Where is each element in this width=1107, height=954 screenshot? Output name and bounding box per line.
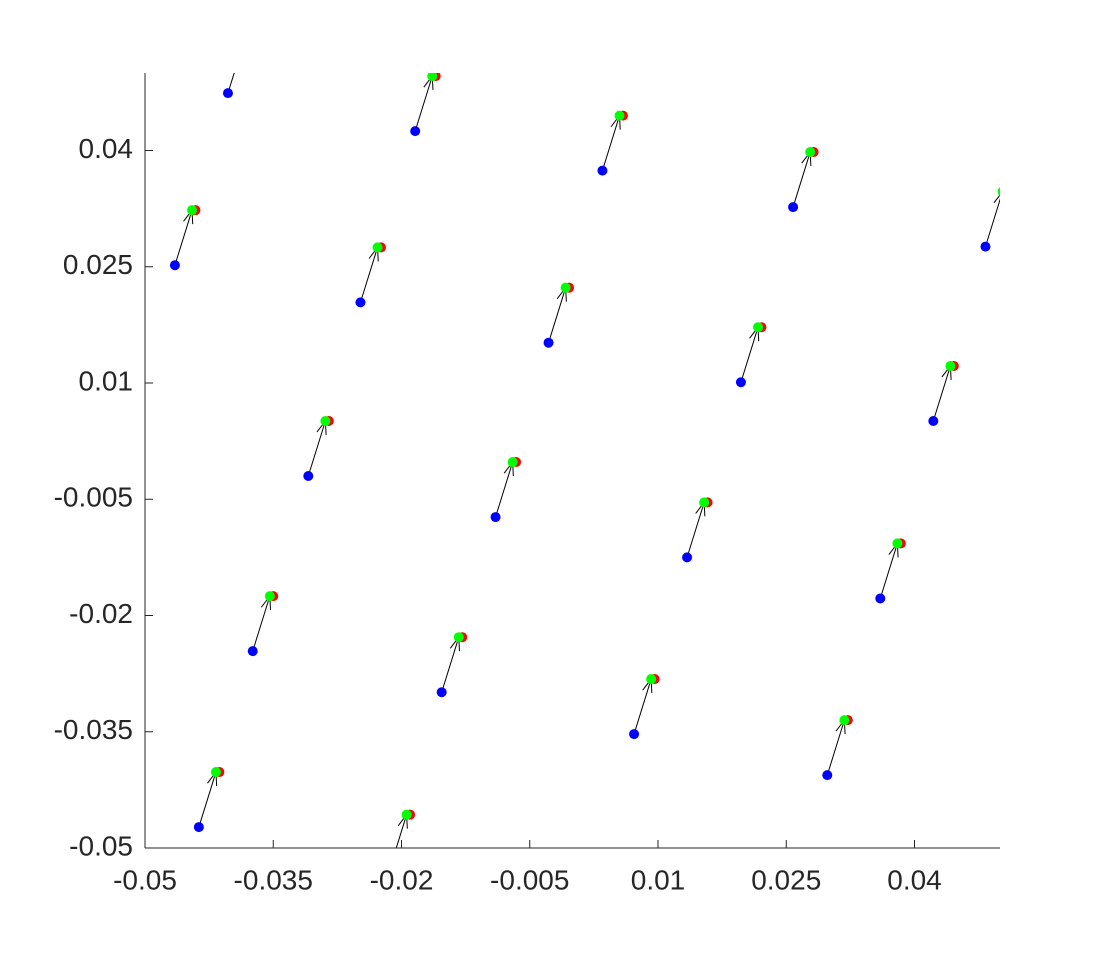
x-tick-label: -0.005 <box>490 864 569 895</box>
point <box>597 165 608 176</box>
arrow <box>548 286 567 343</box>
point <box>614 110 625 121</box>
y-tick-label: -0.035 <box>54 714 133 745</box>
point <box>320 415 331 426</box>
y-tick-label: -0.02 <box>69 598 133 629</box>
point <box>753 322 764 333</box>
point <box>410 126 421 137</box>
point <box>928 415 939 426</box>
point <box>187 205 198 216</box>
y-tick-label: -0.05 <box>69 830 133 861</box>
point <box>210 767 221 778</box>
x-tick-label: -0.035 <box>234 864 313 895</box>
x-tick-label: 0.025 <box>751 864 821 895</box>
arrow <box>879 542 899 599</box>
point <box>629 729 640 740</box>
point <box>682 552 693 563</box>
x-tick-label: 0.01 <box>631 864 686 895</box>
point <box>980 241 991 252</box>
point <box>892 538 903 549</box>
point <box>1001 187 1011 197</box>
point <box>788 202 799 213</box>
x-tick-label: 0.04 <box>887 864 942 895</box>
plot-area <box>169 33 1011 848</box>
arrow <box>174 208 194 266</box>
arrow <box>740 325 760 383</box>
point <box>735 377 746 388</box>
y-tick-label: 0.04 <box>79 133 134 164</box>
point <box>699 497 710 508</box>
point <box>193 822 204 833</box>
arrow <box>826 718 846 776</box>
arrow <box>686 500 706 558</box>
arrow <box>414 74 434 132</box>
point <box>222 88 233 99</box>
point <box>646 674 657 685</box>
point <box>822 770 833 781</box>
arrow <box>792 150 812 208</box>
arrow <box>495 460 514 518</box>
point <box>303 471 314 481</box>
point <box>243 33 253 43</box>
point <box>264 591 275 602</box>
x-tick-label: -0.02 <box>370 864 434 895</box>
point <box>997 187 1000 196</box>
y-tick-label: 0.01 <box>79 365 134 396</box>
point <box>169 260 180 271</box>
point <box>490 512 501 523</box>
arrow <box>984 194 1000 247</box>
point <box>543 337 554 348</box>
arrow <box>633 677 653 735</box>
point <box>805 147 816 158</box>
arrow <box>198 770 218 828</box>
point <box>839 715 850 726</box>
arrow <box>395 813 408 848</box>
point <box>436 687 447 698</box>
x-tick-label: -0.05 <box>113 864 177 895</box>
point <box>427 73 438 82</box>
point <box>372 242 383 253</box>
arrow <box>227 73 235 94</box>
point <box>401 809 412 820</box>
point <box>945 360 956 371</box>
point <box>240 33 250 43</box>
point <box>875 593 886 604</box>
point <box>560 282 571 293</box>
point <box>507 457 518 468</box>
y-tick-label: -0.005 <box>54 482 133 513</box>
arrow <box>359 245 379 303</box>
point <box>247 646 258 657</box>
point <box>355 297 366 308</box>
arrow <box>441 635 460 693</box>
arrow <box>932 364 952 422</box>
y-tick-label: 0.025 <box>63 249 133 280</box>
point <box>453 632 464 643</box>
arrow <box>252 594 272 652</box>
arrow <box>601 114 621 171</box>
arrow <box>307 419 327 477</box>
